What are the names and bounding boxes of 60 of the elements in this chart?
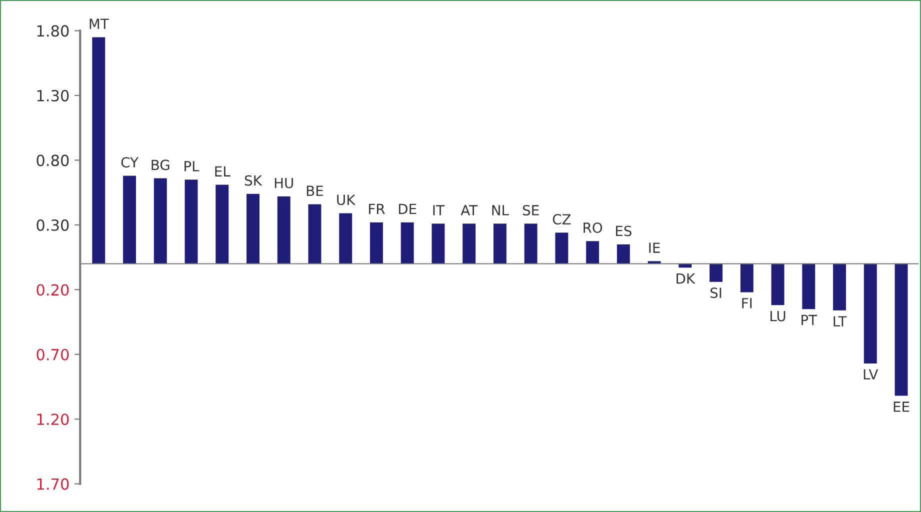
- bar: [123, 176, 136, 264]
- y-tick-label: 1.30: [37, 90, 69, 102]
- bar: [555, 232, 568, 264]
- bar: [400, 222, 414, 264]
- x-tick-label: AT: [460, 205, 478, 216]
- bar: [370, 222, 383, 264]
- x-tick-label: UK: [337, 194, 356, 206]
- x-tick-label: DE: [398, 204, 416, 214]
- x-tick-label: NL: [492, 205, 509, 216]
- x-tick-label: BE: [306, 186, 323, 196]
- x-tick-label: EE: [894, 402, 910, 412]
- bar: [493, 224, 506, 264]
- bar: [710, 264, 723, 282]
- bar: [308, 204, 322, 264]
- y-tick-label: 0.20: [36, 284, 69, 296]
- x-tick-label: FR: [369, 204, 385, 214]
- bar: [586, 241, 600, 264]
- bar: [92, 37, 106, 264]
- x-tick-label: IT: [433, 205, 445, 216]
- x-tick-label: LT: [834, 316, 847, 326]
- y-tick-label: 0.70: [36, 348, 69, 360]
- x-tick-label: PT: [802, 314, 818, 326]
- x-tick-label: BG: [152, 160, 170, 170]
- x-tick-label: IE: [649, 242, 660, 253]
- bar: [216, 184, 229, 264]
- bar: [154, 178, 167, 264]
- x-tick-label: LV: [864, 369, 878, 380]
- y-tick-label: 1.70: [37, 478, 69, 490]
- bar: [616, 244, 630, 264]
- x-tick-label: SK: [244, 175, 262, 186]
- x-tick-label: LU: [770, 311, 786, 322]
- x-tick-label: FI: [742, 298, 752, 308]
- bar: [524, 224, 538, 264]
- y-tick-label: 1.80: [37, 25, 69, 37]
- y-tick-label: 0.80: [36, 154, 69, 166]
- x-tick-label: CZ: [552, 214, 571, 225]
- bar: [184, 180, 198, 264]
- x-tick-label: CY: [121, 157, 139, 168]
- bar: [802, 264, 816, 310]
- x-tick-label: SE: [522, 204, 539, 216]
- x-tick-label: HU: [274, 178, 293, 188]
- bar: [771, 264, 784, 306]
- x-tick-label: SI: [710, 288, 722, 298]
- bar: [833, 264, 846, 310]
- bar: [894, 264, 908, 396]
- x-tick-label: EL: [215, 166, 230, 176]
- bar: [432, 224, 445, 264]
- bar: [339, 213, 352, 264]
- x-tick-label: DK: [676, 274, 696, 284]
- bar: [740, 264, 754, 292]
- y-tick-label: 0.30: [36, 219, 69, 231]
- x-tick-label: ES: [616, 226, 632, 236]
- x-tick-label: MT: [90, 18, 109, 29]
- bar: [246, 194, 260, 264]
- bar: [277, 196, 290, 264]
- x-tick-label: PL: [184, 161, 200, 172]
- bar: [462, 224, 476, 264]
- bar: [864, 264, 877, 364]
- x-tick-label: RO: [584, 222, 602, 233]
- y-tick-label: 1.20: [37, 414, 69, 426]
